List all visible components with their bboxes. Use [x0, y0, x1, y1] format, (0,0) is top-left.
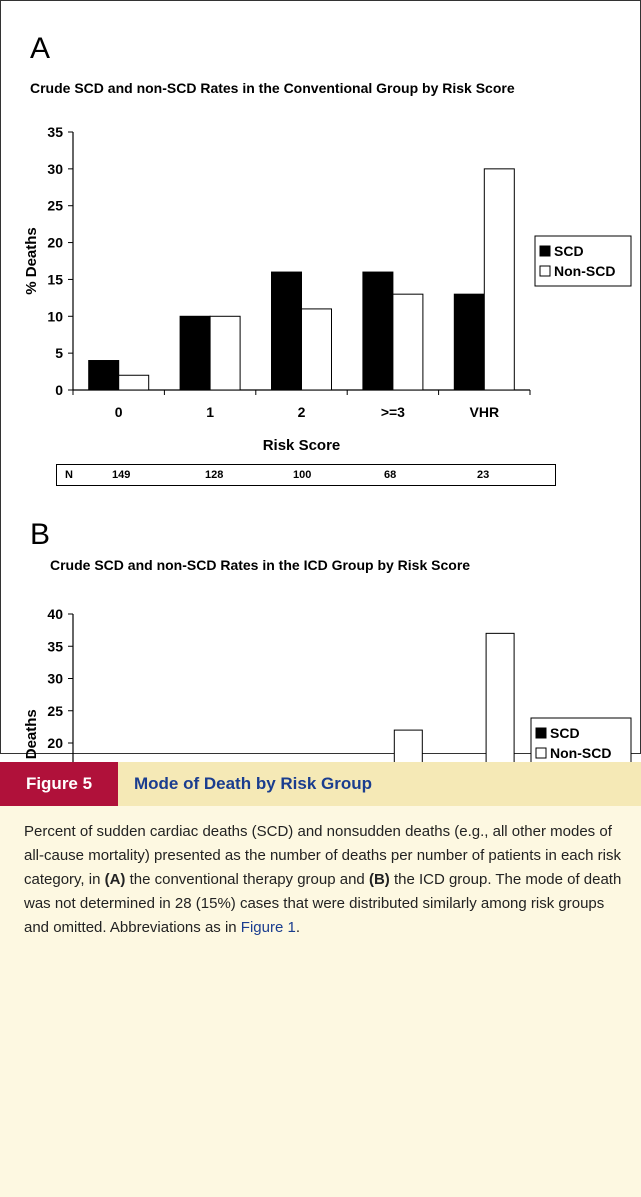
caption-a-tag: (A)	[104, 871, 126, 888]
legend-swatch-a-non-scd	[539, 265, 551, 277]
chart-a: 0 5 10 15 20 25 30 35 0 1 2 >=3 VHR Risk Score % Death…	[23, 124, 632, 454]
x-axis-label-a: Risk Score	[263, 437, 341, 454]
bar-a-non-scd-2	[301, 308, 332, 391]
figure-title: Mode of Death by Risk Group	[118, 762, 641, 806]
bar-a-non-scd-3	[392, 293, 424, 391]
y-tick-label-b-30: 30	[47, 671, 63, 687]
figure-tag: Figure 5	[0, 762, 118, 806]
legend-label-a-non-scd: Non-SCD	[554, 263, 615, 279]
y-tick-label-b-40: 40	[47, 606, 63, 622]
y-tick-label-a-20: 20	[47, 235, 63, 251]
panel-b-title: Crude SCD and non-SCD Rates in the ICD G…	[50, 557, 471, 573]
legend-label-b-non-scd: Non-SCD	[550, 745, 611, 761]
n-value-a-0: 149	[112, 469, 131, 481]
y-tick-label-a-30: 30	[47, 161, 63, 177]
y-tick-label-b-25: 25	[47, 703, 63, 719]
panel-a-letter: A	[30, 32, 51, 65]
legend-swatch-b-scd	[535, 727, 547, 739]
y-tick-label-a-25: 25	[47, 198, 63, 214]
bar-a-scd-1	[179, 315, 211, 391]
x-category-label-a-0: 0	[115, 404, 123, 420]
legend-swatch-b-non-scd	[535, 747, 547, 759]
n-value-a-4: 23	[477, 469, 490, 481]
legend-label-b-scd: SCD	[550, 725, 580, 741]
n-label-a: N	[65, 469, 73, 481]
legend-a: SCD Non-SCD	[534, 235, 632, 287]
bar-a-scd-2	[271, 271, 302, 391]
caption-part-3: the ICD group. The mode of death was not…	[24, 871, 622, 936]
caption-b-tag: (B)	[368, 871, 390, 888]
bar-a-non-scd-4	[483, 168, 515, 391]
y-tick-label-b-20: 20	[47, 735, 63, 751]
y-axis-label-a: % Deaths	[23, 227, 40, 295]
y-tick-label-a-35: 35	[47, 124, 63, 140]
legend-box-b	[530, 717, 632, 769]
panel-a-title: Crude SCD and non-SCD Rates in the Conve…	[30, 80, 515, 96]
x-category-label-a-2: 2	[298, 404, 306, 420]
bar-a-non-scd-1	[209, 315, 241, 391]
panel-b-letter: B	[30, 518, 51, 551]
n-value-a-1: 128	[205, 469, 224, 481]
y-tick-label-a-5: 5	[55, 345, 63, 361]
bar-a-scd-3	[362, 271, 394, 391]
n-value-a-2: 100	[293, 469, 312, 481]
figure-1-link[interactable]: Figure 1	[240, 919, 296, 936]
y-axis-label-b: % Deaths	[23, 709, 40, 777]
x-category-label-a-1: 1	[206, 404, 214, 420]
n-table-a: N 149 128 100 68 23	[56, 464, 556, 486]
y-tick-label-a-15: 15	[47, 271, 63, 287]
caption-band	[0, 762, 641, 1197]
legend-label-a-scd: SCD	[554, 243, 584, 259]
y-tick-label-a-0: 0	[55, 382, 63, 398]
x-category-label-a-3: >=3	[381, 404, 405, 420]
legend-b: SCD Non-SCD	[530, 717, 632, 769]
bar-a-non-scd-0	[118, 374, 150, 391]
caption-part-2: the conventional therapy group and	[125, 871, 369, 888]
legend-box-a	[534, 235, 632, 287]
y-tick-label-a-10: 10	[47, 308, 63, 324]
caption-end: .	[295, 919, 300, 936]
n-value-a-3: 68	[384, 469, 397, 481]
figure-caption: Percent of sudden cardiac deaths (SCD) a…	[24, 820, 624, 940]
y-tick-label-b-35: 35	[47, 638, 63, 654]
bar-a-scd-0	[88, 360, 120, 391]
bar-a-scd-4	[453, 293, 485, 391]
x-category-label-a-4: VHR	[470, 404, 500, 420]
legend-swatch-a-scd	[539, 245, 551, 257]
caption-part-1: Percent of sudden cardiac deaths (SCD) a…	[24, 823, 621, 888]
